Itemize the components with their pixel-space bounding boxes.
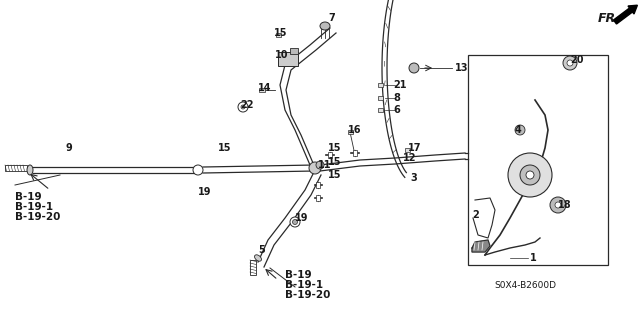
Circle shape [563, 56, 577, 70]
Text: 21: 21 [393, 80, 406, 90]
Text: 16: 16 [348, 125, 362, 135]
Bar [378, 83, 383, 86]
Bar [378, 108, 383, 112]
Circle shape [316, 161, 324, 169]
Text: B-19-1: B-19-1 [285, 280, 323, 290]
Circle shape [515, 125, 525, 135]
Text: 13: 13 [455, 63, 468, 73]
Bar [250, 260, 256, 275]
Bar [259, 88, 265, 92]
Text: 19: 19 [295, 213, 308, 223]
Bar [404, 148, 410, 152]
Bar [328, 152, 332, 158]
Bar [468, 55, 608, 265]
Text: FR.: FR. [598, 11, 621, 25]
Text: 15: 15 [328, 170, 342, 180]
Text: 14: 14 [258, 83, 271, 93]
Text: 8: 8 [393, 93, 400, 103]
Circle shape [241, 105, 245, 109]
Bar [348, 130, 353, 134]
Circle shape [526, 171, 534, 179]
Bar [275, 33, 280, 37]
Text: 20: 20 [570, 55, 584, 65]
Polygon shape [472, 240, 490, 252]
Circle shape [520, 165, 540, 185]
Text: S0X4-B2600D: S0X4-B2600D [494, 280, 556, 290]
Text: 10: 10 [275, 50, 289, 60]
Circle shape [309, 162, 321, 174]
Text: 15: 15 [218, 143, 232, 153]
Circle shape [567, 60, 573, 66]
Text: 22: 22 [240, 100, 253, 110]
Text: B-19-20: B-19-20 [285, 290, 330, 300]
Circle shape [409, 63, 419, 73]
Circle shape [555, 202, 561, 208]
Text: 18: 18 [558, 200, 572, 210]
Text: 11: 11 [318, 160, 332, 170]
Circle shape [292, 219, 298, 225]
Ellipse shape [27, 165, 33, 175]
Text: B-19-1: B-19-1 [15, 202, 53, 212]
Text: 7: 7 [328, 13, 335, 23]
Bar [378, 96, 383, 100]
Bar [5, 165, 27, 171]
Bar [290, 48, 298, 54]
Circle shape [193, 165, 203, 175]
Text: 15: 15 [328, 157, 342, 167]
Text: 4: 4 [515, 125, 522, 135]
Text: B-19: B-19 [15, 192, 42, 202]
Bar [316, 182, 320, 188]
Circle shape [238, 102, 248, 112]
Circle shape [290, 217, 300, 227]
Bar [353, 150, 357, 156]
Text: 6: 6 [393, 105, 400, 115]
Text: 17: 17 [408, 143, 422, 153]
Text: B-19-20: B-19-20 [15, 212, 60, 222]
Text: 9: 9 [65, 143, 72, 153]
Bar [316, 195, 320, 201]
Bar [278, 52, 298, 66]
Text: 15: 15 [328, 143, 342, 153]
Text: 15: 15 [274, 28, 287, 38]
Ellipse shape [320, 22, 330, 30]
Text: 19: 19 [198, 187, 211, 197]
Text: 3: 3 [410, 173, 417, 183]
Circle shape [508, 153, 552, 197]
Text: 1: 1 [530, 253, 537, 263]
Text: 2: 2 [472, 210, 479, 220]
Text: 5: 5 [258, 245, 265, 255]
FancyArrow shape [614, 5, 637, 24]
Ellipse shape [255, 255, 262, 261]
Text: 12: 12 [403, 153, 417, 163]
Circle shape [550, 197, 566, 213]
Text: B-19: B-19 [285, 270, 312, 280]
